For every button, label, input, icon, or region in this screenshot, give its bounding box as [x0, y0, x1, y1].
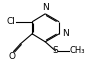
Text: O: O: [9, 52, 16, 61]
Text: N: N: [62, 29, 69, 38]
Text: CH₃: CH₃: [69, 46, 85, 55]
Text: S: S: [53, 46, 58, 55]
Text: N: N: [42, 3, 49, 12]
Text: Cl: Cl: [6, 17, 15, 26]
